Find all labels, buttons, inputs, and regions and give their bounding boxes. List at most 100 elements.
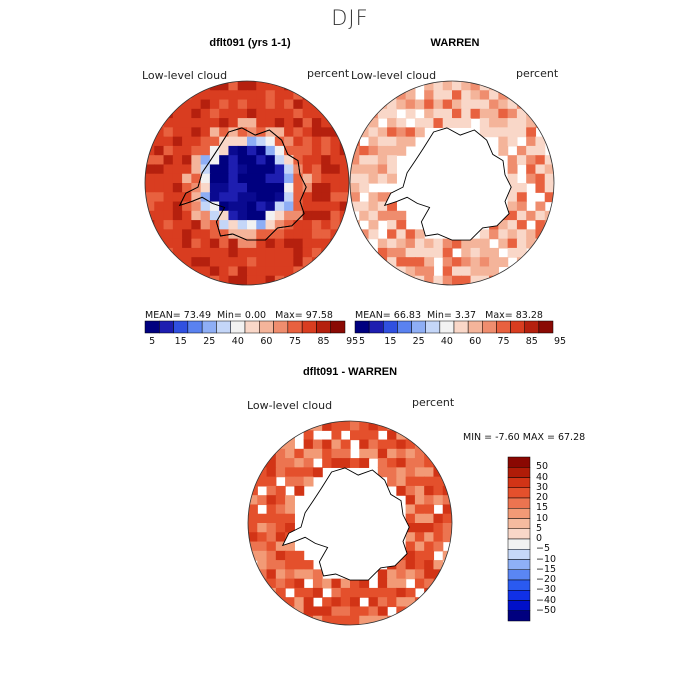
diff-colorbar-swatch [507,559,531,570]
season-title: DJF [331,6,369,30]
panel1-colorbar-tick-label: 40 [231,336,244,347]
panel1-colorbar-swatch [201,320,217,334]
panel1-colorbar-tick-label: 25 [203,336,216,347]
diff-colorbar-swatch [507,569,531,581]
panel2-colorbar-swatch [397,320,412,334]
panel1-colorbar-tick-label: 85 [317,336,330,347]
diff-colorbar-tick-label: −30 [536,584,557,596]
diff-title: dflt091 - WARREN [302,366,398,378]
panel2-units-label: percent [516,67,559,80]
diff-colorbar-tick-label: 30 [536,481,549,493]
panel2-colorbar-swatch [524,320,540,334]
diff-colorbar-tick-label: −5 [536,543,551,555]
diff-colorbar-swatch [507,600,531,611]
panel2-colorbar-tick-label: 85 [525,336,538,347]
panel1-colorbar-tick-label: 60 [260,336,273,347]
antarctica-coastline-panel2 [383,127,512,241]
diff-min-value: -7.60 [495,432,520,443]
panel1-colorbar-swatch [187,320,203,334]
panel2-min-label: Min= [427,310,452,321]
antarctica-coastline-diff [281,467,410,581]
panel2-colorbar-swatch [538,320,554,334]
diff-colorbar-tick-label: −15 [536,563,557,575]
panel1-min-label: Min= [217,310,242,321]
diff-colorbar-tick-label: −40 [536,594,557,606]
diff-colorbar-tick-label: 40 [536,471,549,483]
map-field-panel2 [350,81,554,285]
panel2-stats: MEAN= 66.83 Min= 3.37 Max= 83.28 [355,310,543,321]
panel1-colorbar-swatch [273,320,289,334]
panel1-colorbar-tick-label: 15 [174,336,187,347]
panel2-colorbar-swatch [510,320,525,334]
panel2-mean-value: 66.83 [393,310,421,321]
diff-colorbar-swatch [507,497,531,509]
diff-colorbar-swatch [507,549,531,560]
diff-colorbar-tick-label: −20 [536,574,557,585]
diff-colorbar-tick-label: −50 [536,604,557,616]
panel2-colorbar-tick-label: 95 [554,336,567,347]
panel2-colorbar-tick-label: 60 [469,336,482,347]
diff-colorbar-tick-label: 0 [536,533,543,544]
panel1-colorbar-swatch [259,320,274,334]
diff-units-label: percent [412,396,455,409]
panel2-colorbar-tick-label: 40 [440,336,453,347]
panel1-mean-value: 73.49 [183,310,211,321]
diff-colorbar-swatch [507,508,531,519]
panel1-colorbar-swatch [301,320,317,334]
panel2-mean-label: MEAN= [355,310,391,321]
panel2-colorbar-tick-label: 25 [412,336,425,347]
panel2-colorbar-swatch [482,320,497,334]
diff-colorbar-swatch [507,487,531,499]
panel2-colorbar-swatch [425,320,441,334]
panel1-min-value: 0.00 [244,310,267,321]
panel2-colorbar-tick-label: 15 [384,336,397,347]
panel1-title: dflt091 (yrs 1-1) [209,37,291,49]
diff-stats: MIN = -7.60 MAX = 67.28 [463,432,585,443]
panel1-colorbar-swatch [216,320,231,334]
diff-colorbar-swatch [507,467,531,478]
diff-colorbar-tick-label: 10 [536,512,549,524]
panel1-colorbar-swatch [330,320,346,334]
panel2-max-value: 83.28 [515,310,543,321]
map-border-panel2 [349,80,555,286]
diff-colorbar-swatch [507,518,531,529]
panel1-colorbar-swatch [244,320,260,334]
map-border-diff [247,420,453,626]
panel1-stats: MEAN= 73.49 Min= 0.00 Max= 97.58 [145,310,333,321]
panel2-colorbar-swatch [383,320,398,334]
panel2-colorbar-swatch [354,320,370,334]
diff-max-label: MAX = [522,432,555,443]
panel2-colorbar-swatch [467,320,483,334]
diff-colorbar-tick-label: 20 [536,492,549,503]
panel2-colorbar-swatch [496,320,511,334]
diff-colorbar-swatch [507,610,531,622]
map-border-panel1 [144,80,350,286]
panel2-colorbar-swatch [439,320,455,334]
panel1-colorbar-tick-label: 95 [346,336,359,347]
panel1-colorbar-swatch [159,320,174,334]
diff-colorbar-tick-label: 50 [536,461,549,473]
panel2-colorbar-swatch [411,320,426,334]
panel1-max-label: Max= [275,310,303,321]
panel2-colorbar-swatch [453,320,469,334]
panel1-max-value: 97.58 [305,310,333,321]
diff-min-label: MIN = [463,432,493,443]
diff-colorbar-tick-label: −10 [536,553,557,565]
panel1-units-label: percent [307,67,350,80]
diff-colorbar-swatch [507,456,531,468]
panel1-colorbar-tick-label: 5 [149,336,156,347]
diff-max-value: 67.28 [557,432,586,443]
panel1-colorbar-swatch [287,320,303,334]
diff-colorbar-tick-label: 15 [536,502,549,514]
diff-colorbar-swatch [507,477,531,488]
diff-colorbar-swatch [507,528,531,540]
panel1-colorbar-swatch [230,320,246,334]
diff-colorbar-swatch [507,579,531,591]
diff-colorbar-tick-label: 5 [536,522,543,534]
panel2-colorbar-swatch [368,320,384,334]
panel2-field-label: Low-level cloud [351,69,437,82]
panel1-mean-label: MEAN= [145,310,181,321]
diff-field-label: Low-level cloud [247,399,333,412]
diff-colorbar-swatch [507,538,531,550]
